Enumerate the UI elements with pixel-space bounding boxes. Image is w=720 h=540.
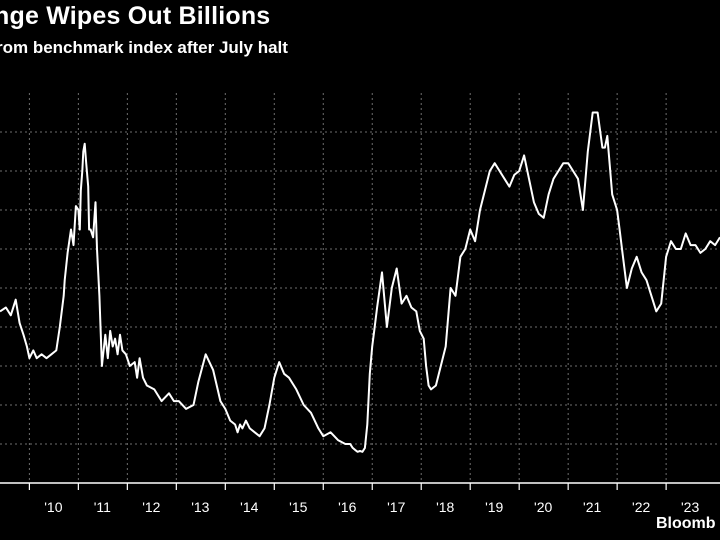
x-tick-label-12: '22 [632,499,650,515]
x-tick-label-5: '15 [289,499,307,515]
series-line-0 [0,111,720,453]
x-tick-label-2: '12 [142,499,160,515]
x-tick-label-8: '18 [436,499,454,515]
x-axis: '10 '11 '12 '13 '14 '15 '16 '17 '18 '19 '20 '21 '22 '… [0,482,720,515]
x-tick-label-4: '14 [240,499,258,515]
x-tick-label-6: '16 [338,499,356,515]
x-tick-label-10: '20 [534,499,552,515]
gridlines [0,93,720,483]
x-tick-label-3: '13 [191,499,209,515]
x-tick-label-7: '17 [387,499,405,515]
chart-subtitle: rom benchmark index after July halt [0,38,288,57]
x-tick-label-9: '19 [485,499,503,515]
series-layer [0,111,720,453]
source-label: Bloomb [656,515,716,532]
chart-title: nge Wipes Out Billions [0,2,271,30]
x-tick-label-11: '21 [583,499,601,515]
x-tick-label-1: '11 [94,499,111,515]
x-tick-label-13: '23 [681,499,699,515]
x-tick-label-0: '10 [44,499,62,515]
